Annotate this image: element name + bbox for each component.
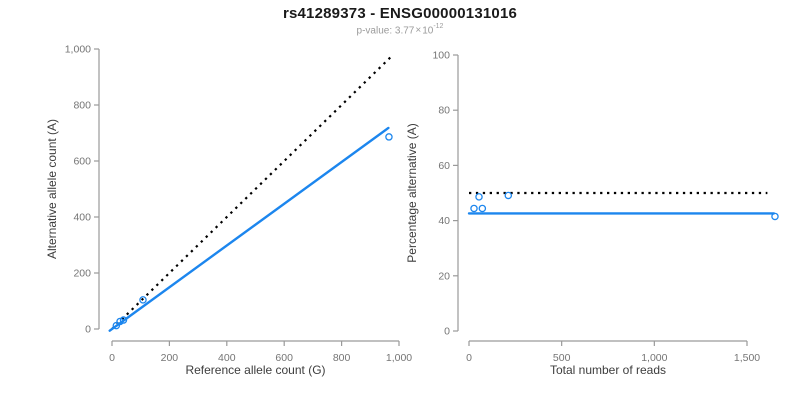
percentage-panel: 0 20 40 60 80 100 0 500 1,000 1,500 Total number o… — [405, 50, 779, 377]
x-tick-label: 600 — [275, 352, 293, 364]
data-point — [119, 316, 128, 324]
data-point — [385, 133, 393, 141]
exponent-value: -12 — [433, 23, 444, 30]
data-point — [475, 193, 483, 201]
x-tick-label: 0 — [109, 352, 115, 364]
x-tick-label: 1,000 — [641, 352, 667, 364]
y-tick-label: 800 — [73, 100, 91, 112]
data-point — [470, 204, 478, 213]
y-tick-label: 200 — [73, 268, 91, 280]
data-point — [504, 191, 513, 200]
y-tick-label: 600 — [73, 156, 91, 168]
data-point — [478, 204, 487, 213]
y-axis-label: Percentage alternative (A) — [405, 123, 419, 262]
y-tick-label: 60 — [438, 160, 450, 172]
x-axis-label: Reference allele count (G) — [185, 363, 325, 377]
exponent-base: 10 — [422, 25, 434, 37]
data-point — [112, 321, 121, 330]
x-tick-label: 0 — [466, 352, 472, 364]
y-tick-label: 100 — [432, 50, 450, 62]
allele-counts-panel: 0 200 400 600 800 1,000 0 200 400 600 800 1,000 Refe… — [45, 44, 412, 378]
data-point — [139, 296, 147, 304]
x-tick-label: 800 — [333, 352, 351, 364]
expected-identity-line — [111, 56, 392, 330]
x-tick-label: 1,500 — [734, 352, 760, 364]
fitted-line — [108, 126, 390, 332]
p-value-text: p-value: 3.77 — [356, 25, 415, 37]
multiplication-sign: × — [415, 25, 422, 37]
y-axis-label: Alternative allele count (A) — [45, 119, 59, 259]
x-tick-label: 500 — [553, 352, 571, 364]
y-tick-label: 400 — [73, 212, 91, 224]
data-point — [116, 317, 124, 326]
y-tick-label: 0 — [444, 326, 450, 338]
x-tick-label: 1,000 — [386, 352, 412, 364]
y-tick-label: 1,000 — [65, 44, 91, 56]
x-tick-label: 200 — [161, 352, 179, 364]
y-tick-label: 20 — [438, 270, 450, 282]
figure-title: rs41289373 - ENSG00000131016 — [282, 5, 518, 22]
x-tick-label: 400 — [218, 352, 236, 364]
x-axis-label: Total number of reads — [550, 363, 666, 377]
y-tick-label: 40 — [438, 215, 450, 227]
data-point — [771, 212, 779, 221]
y-tick-label: 80 — [438, 105, 450, 117]
y-tick-label: 0 — [85, 324, 91, 336]
p-value-subtitle: p-value: 3.77×10-12 — [0, 23, 800, 37]
